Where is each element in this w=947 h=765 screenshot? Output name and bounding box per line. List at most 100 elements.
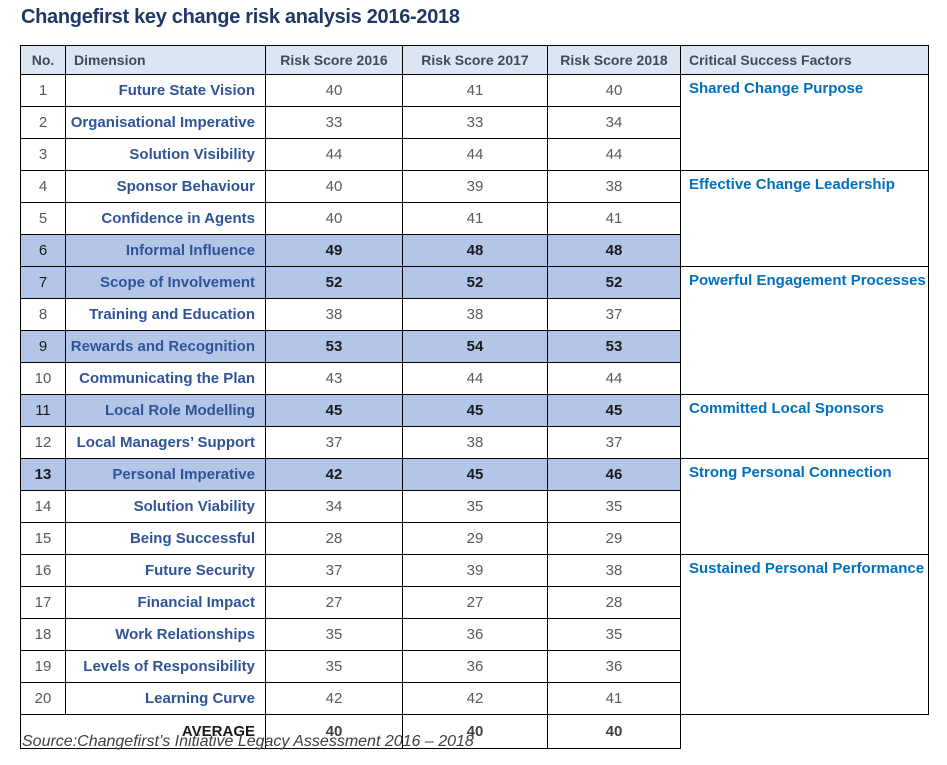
dimension-cell: Solution Viability	[65, 490, 266, 523]
risk-score-2017-cell: 45	[402, 458, 548, 491]
risk-score-2017-cell: 45	[402, 394, 548, 427]
risk-analysis-table: No. Dimension Risk Score 2016 Risk Score…	[20, 45, 929, 749]
dimension-cell: Rewards and Recognition	[65, 330, 266, 363]
dimension-cell: Work Relationships	[65, 618, 266, 651]
risk-score-2017-cell: 35	[402, 490, 548, 523]
row-number: 6	[20, 234, 66, 267]
table-row: 16 Future Security 37 39 38 Sustained Persona…	[20, 554, 929, 715]
row-number: 16	[20, 554, 66, 587]
risk-score-2016-cell: 40	[265, 170, 403, 203]
column-header-dimension: Dimension	[65, 45, 266, 75]
dimension-cell: Solution Visibility	[65, 138, 266, 171]
average-label: AVERAGE	[20, 714, 266, 749]
table-row: 14 Solution Viability 34 35 35	[20, 490, 929, 523]
success-factor-cell: Sustained Personal Performance	[680, 554, 929, 715]
risk-score-2016-cell: 49	[265, 234, 403, 267]
dimension-cell: Communicating the Plan	[65, 362, 266, 395]
risk-score-2018-cell: 52	[547, 266, 681, 299]
risk-score-2016-cell: 38	[265, 298, 403, 331]
row-number: 12	[20, 426, 66, 459]
row-number: 10	[20, 362, 66, 395]
dimension-cell: Local Role Modelling	[65, 394, 266, 427]
dimension-cell: Being Successful	[65, 522, 266, 555]
risk-score-2016-cell: 40	[265, 74, 403, 107]
risk-score-2017-cell: 39	[402, 554, 548, 587]
row-number: 9	[20, 330, 66, 363]
success-factor-cell: Strong Personal Connection	[680, 458, 929, 555]
table-row: 4 Sponsor Behaviour 40 39 38 Effective Change…	[20, 170, 929, 267]
risk-score-2018-cell: 48	[547, 234, 681, 267]
risk-score-2017-cell: 29	[402, 522, 548, 555]
risk-score-2016-cell: 45	[265, 394, 403, 427]
risk-score-2018-cell: 36	[547, 650, 681, 683]
success-factor-cell: Effective Change Leadership	[680, 170, 929, 267]
dimension-cell: Scope of Involvement	[65, 266, 266, 299]
risk-score-2018-cell: 35	[547, 618, 681, 651]
risk-score-2016-cell: 53	[265, 330, 403, 363]
risk-score-2017-cell: 33	[402, 106, 548, 139]
table-row: 2 Organisational Imperative 33 33 34	[20, 106, 929, 139]
dimension-cell: Sponsor Behaviour	[65, 170, 266, 203]
empty-corner-cell	[680, 714, 929, 749]
table-row: 7 Scope of Involvement 52 52 52 Powerful Enga…	[20, 266, 929, 395]
dimension-cell: Informal Influence	[65, 234, 266, 267]
risk-score-2017-cell: 27	[402, 586, 548, 619]
risk-score-2017-cell: 36	[402, 650, 548, 683]
table-header-row: No. Dimension Risk Score 2016 Risk Score…	[20, 45, 929, 75]
risk-score-2018-cell: 35	[547, 490, 681, 523]
success-factor-cell: Shared Change Purpose	[680, 74, 929, 171]
risk-score-2016-cell: 43	[265, 362, 403, 395]
average-score-2016: 40	[265, 714, 403, 749]
risk-score-2017-cell: 44	[402, 362, 548, 395]
risk-score-2018-cell: 28	[547, 586, 681, 619]
row-number: 3	[20, 138, 66, 171]
risk-score-2018-cell: 29	[547, 522, 681, 555]
risk-score-2016-cell: 40	[265, 202, 403, 235]
row-number: 14	[20, 490, 66, 523]
risk-score-2017-cell: 52	[402, 266, 548, 299]
row-number: 17	[20, 586, 66, 619]
row-number: 2	[20, 106, 66, 139]
row-number: 11	[20, 394, 66, 427]
risk-score-2016-cell: 42	[265, 682, 403, 715]
table-body: 1 Future State Vision 40 41 40 Shared Change …	[20, 74, 929, 749]
risk-score-2016-cell: 28	[265, 522, 403, 555]
risk-score-2016-cell: 37	[265, 554, 403, 587]
row-number: 18	[20, 618, 66, 651]
risk-score-2018-cell: 46	[547, 458, 681, 491]
average-row: AVERAGE 40 40 40	[20, 714, 929, 749]
risk-score-2018-cell: 38	[547, 554, 681, 587]
row-number: 7	[20, 266, 66, 299]
column-header-no: No.	[20, 45, 66, 75]
risk-score-2017-cell: 36	[402, 618, 548, 651]
dimension-cell: Organisational Imperative	[65, 106, 266, 139]
risk-score-2017-cell: 38	[402, 298, 548, 331]
risk-score-2018-cell: 53	[547, 330, 681, 363]
row-number: 8	[20, 298, 66, 331]
risk-score-2018-cell: 41	[547, 682, 681, 715]
dimension-cell: Levels of Responsibility	[65, 650, 266, 683]
risk-score-2018-cell: 44	[547, 138, 681, 171]
risk-score-2017-cell: 48	[402, 234, 548, 267]
row-number: 5	[20, 202, 66, 235]
success-factor-cell: Committed Local Sponsors	[680, 394, 929, 459]
risk-score-2018-cell: 37	[547, 426, 681, 459]
table-row: 11 Local Role Modelling 45 45 45 Committed Lo…	[20, 394, 929, 459]
table-row: 3 Solution Visibility 44 44 44	[20, 138, 929, 171]
risk-score-2017-cell: 54	[402, 330, 548, 363]
dimension-cell: Training and Education	[65, 298, 266, 331]
risk-score-2018-cell: 45	[547, 394, 681, 427]
risk-score-2017-cell: 44	[402, 138, 548, 171]
risk-score-2016-cell: 44	[265, 138, 403, 171]
risk-score-2016-cell: 33	[265, 106, 403, 139]
risk-score-2017-cell: 41	[402, 74, 548, 107]
risk-score-2016-cell: 52	[265, 266, 403, 299]
risk-score-2018-cell: 34	[547, 106, 681, 139]
dimension-cell: Financial Impact	[65, 586, 266, 619]
row-number: 15	[20, 522, 66, 555]
risk-score-2017-cell: 41	[402, 202, 548, 235]
dimension-cell: Learning Curve	[65, 682, 266, 715]
row-number: 4	[20, 170, 66, 203]
column-header-risk-2016: Risk Score 2016	[265, 45, 403, 75]
